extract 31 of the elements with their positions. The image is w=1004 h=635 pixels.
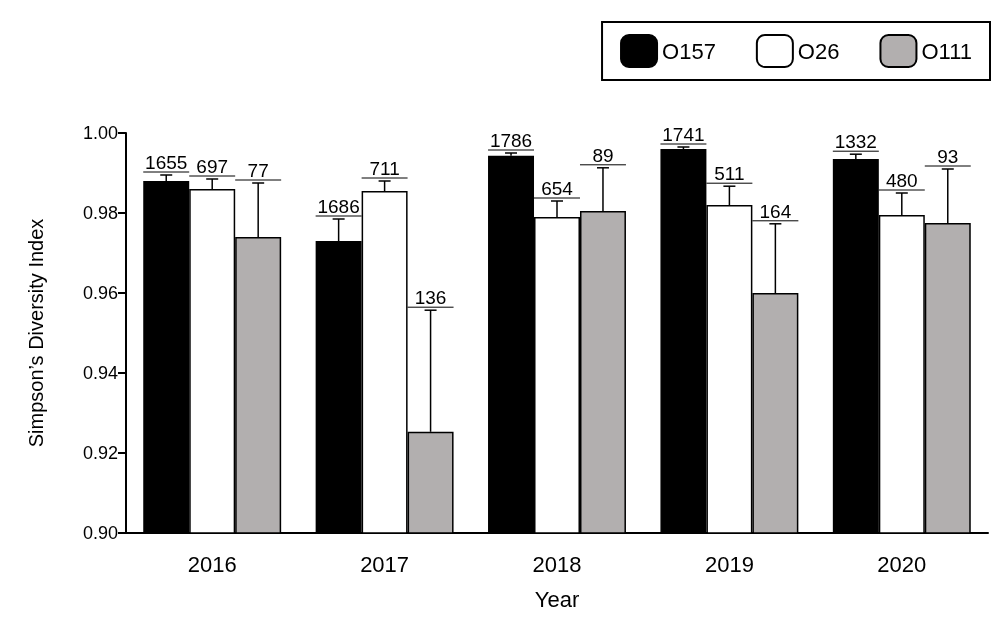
annotation: 1332 [834, 131, 877, 153]
annotation: 93 [937, 146, 959, 167]
annotation: 654 [541, 178, 574, 199]
x-axis-title: Year [534, 586, 580, 612]
annotation: 89 [592, 144, 614, 166]
y-axis-title: Simpson’s Diversity Index [25, 218, 47, 448]
x-tick-label: 2016 [187, 551, 237, 577]
y-tick-label: 0.94 [82, 363, 118, 383]
y-tick-label: 0.96 [82, 283, 118, 303]
x-tick-label: 2017 [360, 551, 410, 577]
annotation: 77 [247, 160, 269, 181]
annotation: 1655 [145, 152, 188, 173]
annotation: 480 [885, 170, 918, 191]
annotation: 136 [414, 287, 447, 309]
legend-label: O157 [662, 38, 716, 64]
y-tick-label: 1.00 [82, 123, 118, 143]
y-tick-label: 0.90 [82, 523, 118, 543]
annotation: 511 [714, 163, 745, 185]
legend-label: O111 [921, 38, 973, 64]
x-tick-label: 2020 [877, 551, 927, 577]
x-tick-label: 2018 [532, 551, 582, 577]
y-tick-label: 0.92 [82, 443, 118, 463]
annotation: 1741 [662, 124, 705, 145]
annotation: 711 [369, 158, 400, 179]
y-tick-label: 0.98 [82, 203, 118, 223]
x-tick-label: 2019 [704, 551, 754, 577]
legend-label: O26 [797, 38, 840, 64]
annotation: 697 [196, 156, 229, 177]
annotation: 1786 [489, 130, 533, 151]
annotation: 1686 [317, 196, 360, 217]
annotation: 164 [759, 200, 792, 222]
